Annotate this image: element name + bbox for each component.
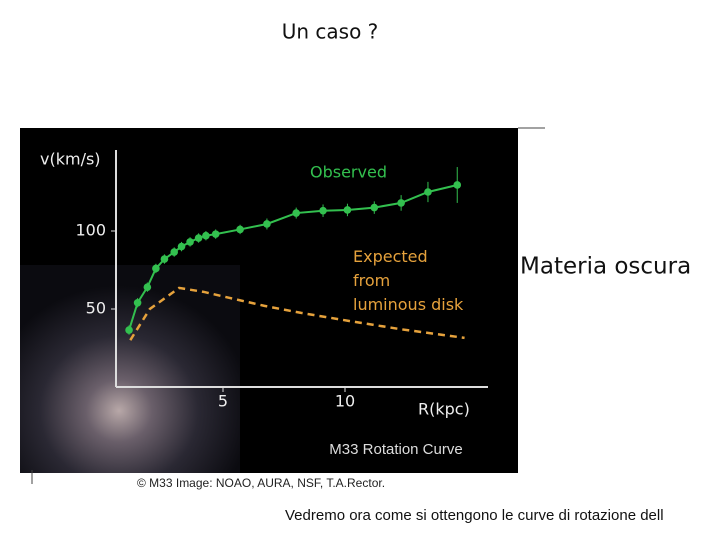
galaxy-image [20, 265, 240, 473]
series-line [129, 286, 465, 341]
x-axis-label: R(kpc) [418, 400, 470, 419]
data-point [319, 206, 327, 215]
data-point [152, 264, 160, 273]
data-point [160, 255, 169, 263]
data-point [170, 248, 178, 256]
legend-entry: Expected from luminous disk [353, 247, 464, 314]
data-point [211, 230, 220, 238]
chart-title: M33 Rotation Curve [329, 441, 462, 458]
data-point [292, 209, 301, 217]
data-point [133, 298, 142, 307]
data-point [343, 206, 352, 214]
data-point [453, 181, 462, 189]
data-point [125, 326, 133, 334]
data-point [236, 225, 244, 234]
data-point [263, 220, 271, 228]
data-point [202, 231, 210, 240]
data-point [397, 199, 405, 207]
y-tick-label: 50 [86, 299, 106, 318]
footer-text: Vedremo ora come si ottengono le curve d… [285, 507, 664, 524]
x-tick-label: 10 [335, 392, 355, 411]
x-tick-label: 5 [218, 392, 228, 411]
data-point [424, 188, 432, 196]
slide-title: Un caso ? [282, 20, 379, 44]
data-point [186, 238, 194, 246]
data-point [194, 234, 203, 242]
legend-entry: Observed [310, 163, 387, 182]
y-tick-label: 100 [75, 221, 106, 240]
data-point [143, 283, 152, 291]
y-axis-label: v(km/s) [40, 150, 101, 169]
image-credit: © M33 Image: NOAO, AURA, NSF, T.A.Rector… [137, 476, 385, 490]
data-point [370, 203, 379, 212]
data-point [177, 242, 186, 251]
side-label: Materia oscura [520, 254, 691, 280]
